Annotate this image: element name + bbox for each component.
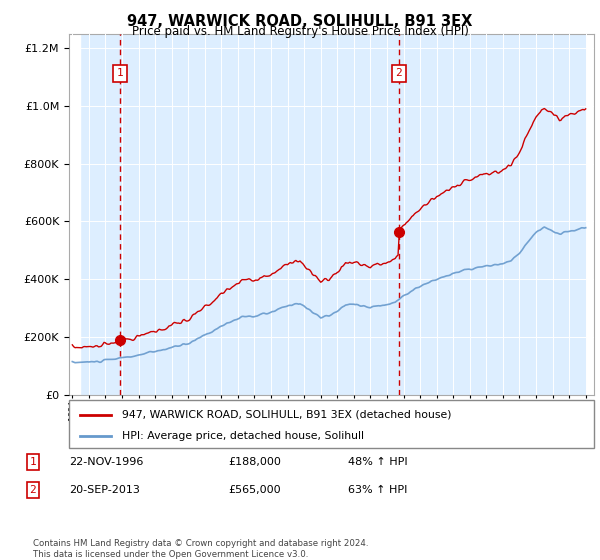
Text: 2: 2 [29, 485, 37, 495]
Text: 2: 2 [395, 68, 402, 78]
Text: 947, WARWICK ROAD, SOLIHULL, B91 3EX: 947, WARWICK ROAD, SOLIHULL, B91 3EX [127, 14, 473, 29]
Text: Price paid vs. HM Land Registry's House Price Index (HPI): Price paid vs. HM Land Registry's House … [131, 25, 469, 38]
Text: 1: 1 [117, 68, 124, 78]
Text: 1: 1 [29, 457, 37, 467]
Text: Contains HM Land Registry data © Crown copyright and database right 2024.
This d: Contains HM Land Registry data © Crown c… [33, 539, 368, 559]
Text: 22-NOV-1996: 22-NOV-1996 [69, 457, 143, 467]
Bar [69, 34, 80, 395]
Text: £188,000: £188,000 [228, 457, 281, 467]
Text: HPI: Average price, detached house, Solihull: HPI: Average price, detached house, Soli… [121, 431, 364, 441]
Text: 20-SEP-2013: 20-SEP-2013 [69, 485, 140, 495]
Bar [587, 34, 594, 395]
Text: 48% ↑ HPI: 48% ↑ HPI [348, 457, 407, 467]
Text: 63% ↑ HPI: 63% ↑ HPI [348, 485, 407, 495]
Text: £565,000: £565,000 [228, 485, 281, 495]
Text: 947, WARWICK ROAD, SOLIHULL, B91 3EX (detached house): 947, WARWICK ROAD, SOLIHULL, B91 3EX (de… [121, 410, 451, 419]
Bar [587, 34, 594, 395]
Bar [69, 34, 80, 395]
